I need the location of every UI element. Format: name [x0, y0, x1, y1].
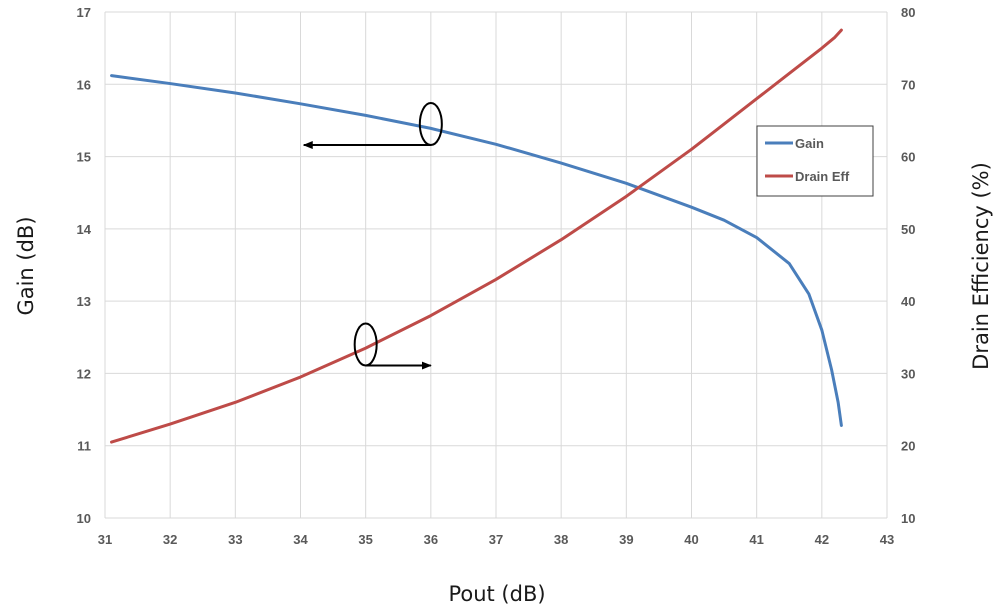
- y-tick-label: 11: [77, 439, 91, 454]
- x-axis-title: Pout (dB): [448, 582, 545, 606]
- y2-tick-label: 60: [901, 150, 915, 165]
- x-tick-label: 41: [749, 532, 763, 547]
- y-tick-label: 17: [77, 5, 91, 20]
- y2-tick-label: 30: [901, 366, 915, 381]
- y2-tick-label: 10: [901, 511, 915, 526]
- series-line-gain: [110, 74, 843, 427]
- legend: Gain Drain Eff: [756, 125, 874, 197]
- y2-tick-label: 50: [901, 222, 915, 237]
- y-tick-label: 10: [77, 511, 91, 526]
- y-tick-label: 14: [77, 222, 92, 237]
- y-tick-label: 16: [77, 77, 91, 92]
- y2-tick-label: 20: [901, 439, 915, 454]
- y-tick-label: 12: [77, 366, 91, 381]
- y2-tick-label: 40: [901, 294, 915, 309]
- x-tick-label: 37: [489, 532, 503, 547]
- x-tick-label: 33: [228, 532, 242, 547]
- y2-tick-label: 70: [901, 77, 915, 92]
- x-tick-label: 38: [554, 532, 568, 547]
- y-tick-label: 15: [77, 150, 91, 165]
- legend-box: [756, 125, 874, 197]
- x-tick-label: 31: [98, 532, 112, 547]
- x-tick-label: 43: [880, 532, 894, 547]
- y2-axis-title: Drain Efficiency (%): [969, 162, 993, 370]
- x-tick-label: 36: [424, 532, 438, 547]
- annotations: [302, 102, 443, 370]
- x-tick-label: 39: [619, 532, 633, 547]
- y2-tick-label: 80: [901, 5, 915, 20]
- axes: 31 32 33 34 35 36 37 38 39 40 41 42 43 10 11 12 13 14 15 16…: [77, 5, 916, 547]
- x-tick-label: 40: [684, 532, 698, 547]
- grid: [104, 11, 888, 519]
- legend-label-gain: Gain: [795, 136, 824, 151]
- x-tick-label: 32: [163, 532, 177, 547]
- plot-area: [110, 28, 843, 444]
- y-tick-label: 13: [77, 294, 91, 309]
- series-line-drain-eff: [110, 28, 843, 444]
- x-tick-label: 34: [293, 532, 308, 547]
- legend-label-drain-eff: Drain Eff: [795, 169, 850, 184]
- x-tick-label: 42: [815, 532, 829, 547]
- x-tick-label: 35: [358, 532, 372, 547]
- y-axis-title: Gain (dB): [14, 216, 38, 315]
